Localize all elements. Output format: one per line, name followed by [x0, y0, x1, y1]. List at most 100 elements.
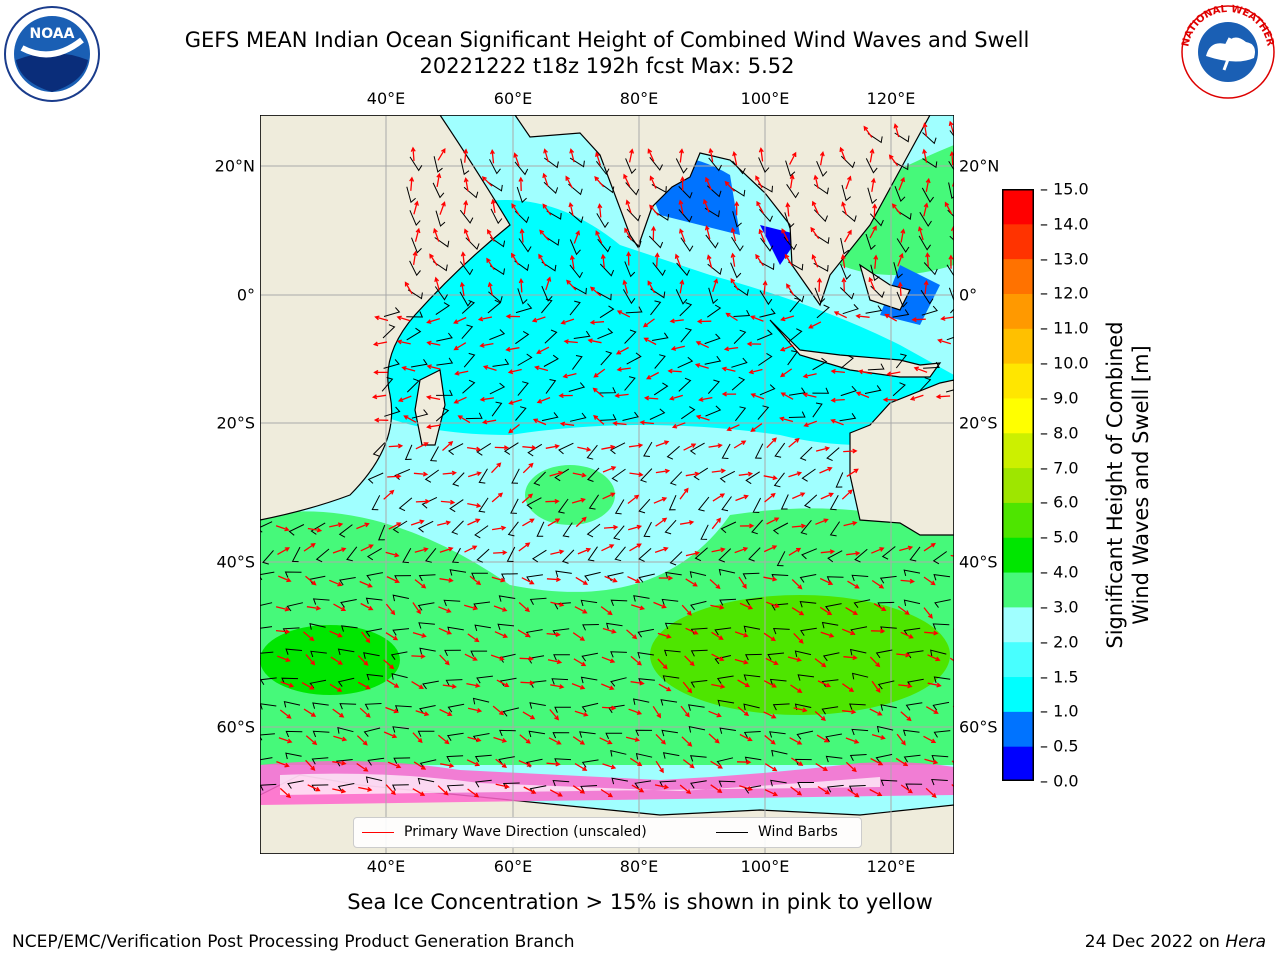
wind-barb	[310, 522, 326, 535]
wave-direction-arrow	[275, 606, 291, 612]
wave-direction-arrow	[925, 252, 931, 267]
wind-barb	[597, 328, 614, 340]
wind-barb	[461, 299, 476, 314]
wind-barb	[558, 442, 574, 455]
wave-direction-arrow	[486, 229, 495, 242]
wind-barb	[794, 650, 812, 658]
wave-direction-arrow	[276, 760, 290, 768]
wave-direction-arrow	[359, 580, 373, 588]
wave-direction-arrow	[706, 254, 713, 269]
wind-barb	[452, 472, 465, 487]
wave-direction-arrow	[791, 523, 807, 529]
wind-barb	[436, 332, 453, 342]
wind-barb	[669, 551, 683, 566]
wave-direction-arrow	[454, 370, 469, 376]
wave-direction-arrow	[949, 657, 954, 662]
wind-barb	[756, 329, 773, 341]
wind-barb	[260, 757, 273, 766]
wave-direction-arrow	[643, 395, 659, 401]
wind-barb	[609, 442, 626, 455]
wind-barb	[770, 779, 787, 787]
lat-label-right: 40°S	[959, 552, 998, 572]
wind-barb	[444, 649, 461, 657]
wind-barb	[853, 599, 871, 608]
wave-direction-arrow	[897, 605, 910, 615]
wind-barb	[816, 161, 828, 177]
wave-direction-arrow	[493, 550, 508, 556]
wind-barb	[784, 212, 795, 229]
ocean-field-tropical	[380, 200, 954, 445]
lon-label-top: 100°E	[740, 89, 790, 108]
wave-direction-arrow	[843, 448, 858, 454]
wind-barb	[624, 261, 636, 278]
wave-direction-arrow	[625, 199, 632, 214]
wind-barb	[797, 782, 814, 789]
wave-direction-arrow	[517, 629, 531, 638]
wind-barb	[287, 780, 304, 789]
wind-barb	[789, 387, 806, 396]
wind-barb	[821, 621, 839, 629]
wave-direction-arrow	[792, 492, 806, 500]
wave-direction-arrow	[791, 757, 804, 766]
wind-barb	[903, 627, 921, 636]
wave-direction-arrow	[545, 444, 560, 449]
wind-barb	[733, 329, 747, 344]
wind-barb	[662, 752, 680, 759]
wave-direction-arrow	[845, 175, 852, 190]
wave-direction-arrow	[649, 204, 659, 216]
wind-barb	[394, 705, 412, 712]
wave-direction-arrow	[870, 177, 876, 192]
wind-barb	[769, 678, 787, 686]
wind-barb	[544, 235, 560, 246]
colorbar-tick-label: – 13.0	[1040, 249, 1089, 269]
wave-direction-arrow	[654, 252, 660, 267]
wind-barb	[835, 472, 844, 488]
wind-barb	[690, 600, 707, 611]
wind-barbs	[260, 130, 954, 794]
wave-direction-arrow	[813, 174, 819, 189]
wave-direction-arrow	[599, 737, 613, 745]
wave-direction-arrow	[764, 492, 776, 503]
wind-barb	[650, 288, 666, 299]
wave-direction-arrow	[574, 606, 588, 614]
wind-barb	[283, 700, 301, 708]
wind-barb	[260, 677, 277, 686]
wave-direction-arrow	[495, 783, 510, 789]
colorbar-tick-label: – 1.5	[1040, 667, 1079, 687]
wind-barb	[459, 209, 474, 224]
wave-direction-arrow	[895, 757, 909, 767]
wind-barb	[581, 652, 598, 662]
wave-direction-arrow	[696, 318, 712, 324]
wind-barb	[492, 358, 510, 367]
wave-direction-arrow	[624, 227, 632, 241]
wave-direction-arrow	[505, 346, 520, 352]
wave-direction-arrow	[680, 705, 690, 718]
colorbar-segment	[1002, 606, 1034, 643]
wind-barb	[637, 651, 654, 659]
wind-barb	[476, 675, 493, 684]
wave-direction-arrow	[868, 276, 876, 291]
wind-barb	[473, 601, 491, 610]
wave-direction-arrow	[522, 711, 536, 720]
wave-direction-arrow	[923, 576, 936, 586]
wind-barb	[759, 261, 775, 271]
wave-direction-arrow	[597, 203, 603, 218]
wind-barb	[689, 571, 707, 578]
wave-direction-arrow	[816, 734, 830, 743]
wind-barb	[418, 574, 436, 582]
lon-label-bottom: 100°E	[740, 857, 790, 876]
wind-barb	[579, 731, 596, 738]
wave-direction-arrow	[361, 631, 371, 644]
wave-direction-arrow	[845, 761, 857, 773]
wave-direction-arrow	[922, 148, 928, 163]
wave-direction-arrow	[736, 759, 752, 765]
wind-barb	[372, 442, 386, 457]
wave-direction-arrow	[329, 683, 343, 692]
wave-direction-arrow	[917, 226, 924, 241]
wave-direction-arrow	[628, 148, 635, 163]
wind-barb	[445, 679, 463, 686]
wave-direction-arrow	[655, 760, 664, 774]
wave-direction-arrow	[493, 736, 508, 743]
wind-barb	[796, 730, 814, 740]
wind-barb	[849, 703, 866, 710]
